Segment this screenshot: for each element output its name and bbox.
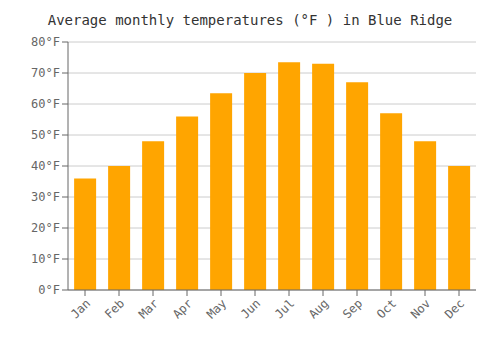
svg-text:30°F: 30°F bbox=[31, 190, 60, 204]
svg-text:Mar: Mar bbox=[136, 296, 161, 321]
svg-text:Jul: Jul bbox=[272, 296, 297, 321]
svg-text:Oct: Oct bbox=[374, 296, 399, 321]
svg-text:40°F: 40°F bbox=[31, 159, 60, 173]
svg-text:May: May bbox=[204, 296, 229, 321]
svg-text:Feb: Feb bbox=[102, 296, 127, 321]
svg-text:Nov: Nov bbox=[408, 296, 433, 321]
svg-text:Sep: Sep bbox=[340, 296, 365, 321]
svg-text:Jan: Jan bbox=[68, 296, 93, 321]
svg-text:Apr: Apr bbox=[170, 296, 195, 321]
svg-text:50°F: 50°F bbox=[31, 128, 60, 142]
svg-text:80°F: 80°F bbox=[31, 35, 60, 49]
svg-text:60°F: 60°F bbox=[31, 97, 60, 111]
svg-text:0°F: 0°F bbox=[38, 283, 60, 297]
svg-text:Dec: Dec bbox=[442, 296, 467, 321]
svg-text:Aug: Aug bbox=[306, 296, 331, 321]
svg-text:Jun: Jun bbox=[238, 296, 263, 321]
svg-text:20°F: 20°F bbox=[31, 221, 60, 235]
svg-text:70°F: 70°F bbox=[31, 66, 60, 80]
html-text:Average monthly temperatures (: Average monthly temperatures (°F ) in Bl… bbox=[47, 12, 453, 28]
svg-text:10°F: 10°F bbox=[31, 252, 60, 266]
